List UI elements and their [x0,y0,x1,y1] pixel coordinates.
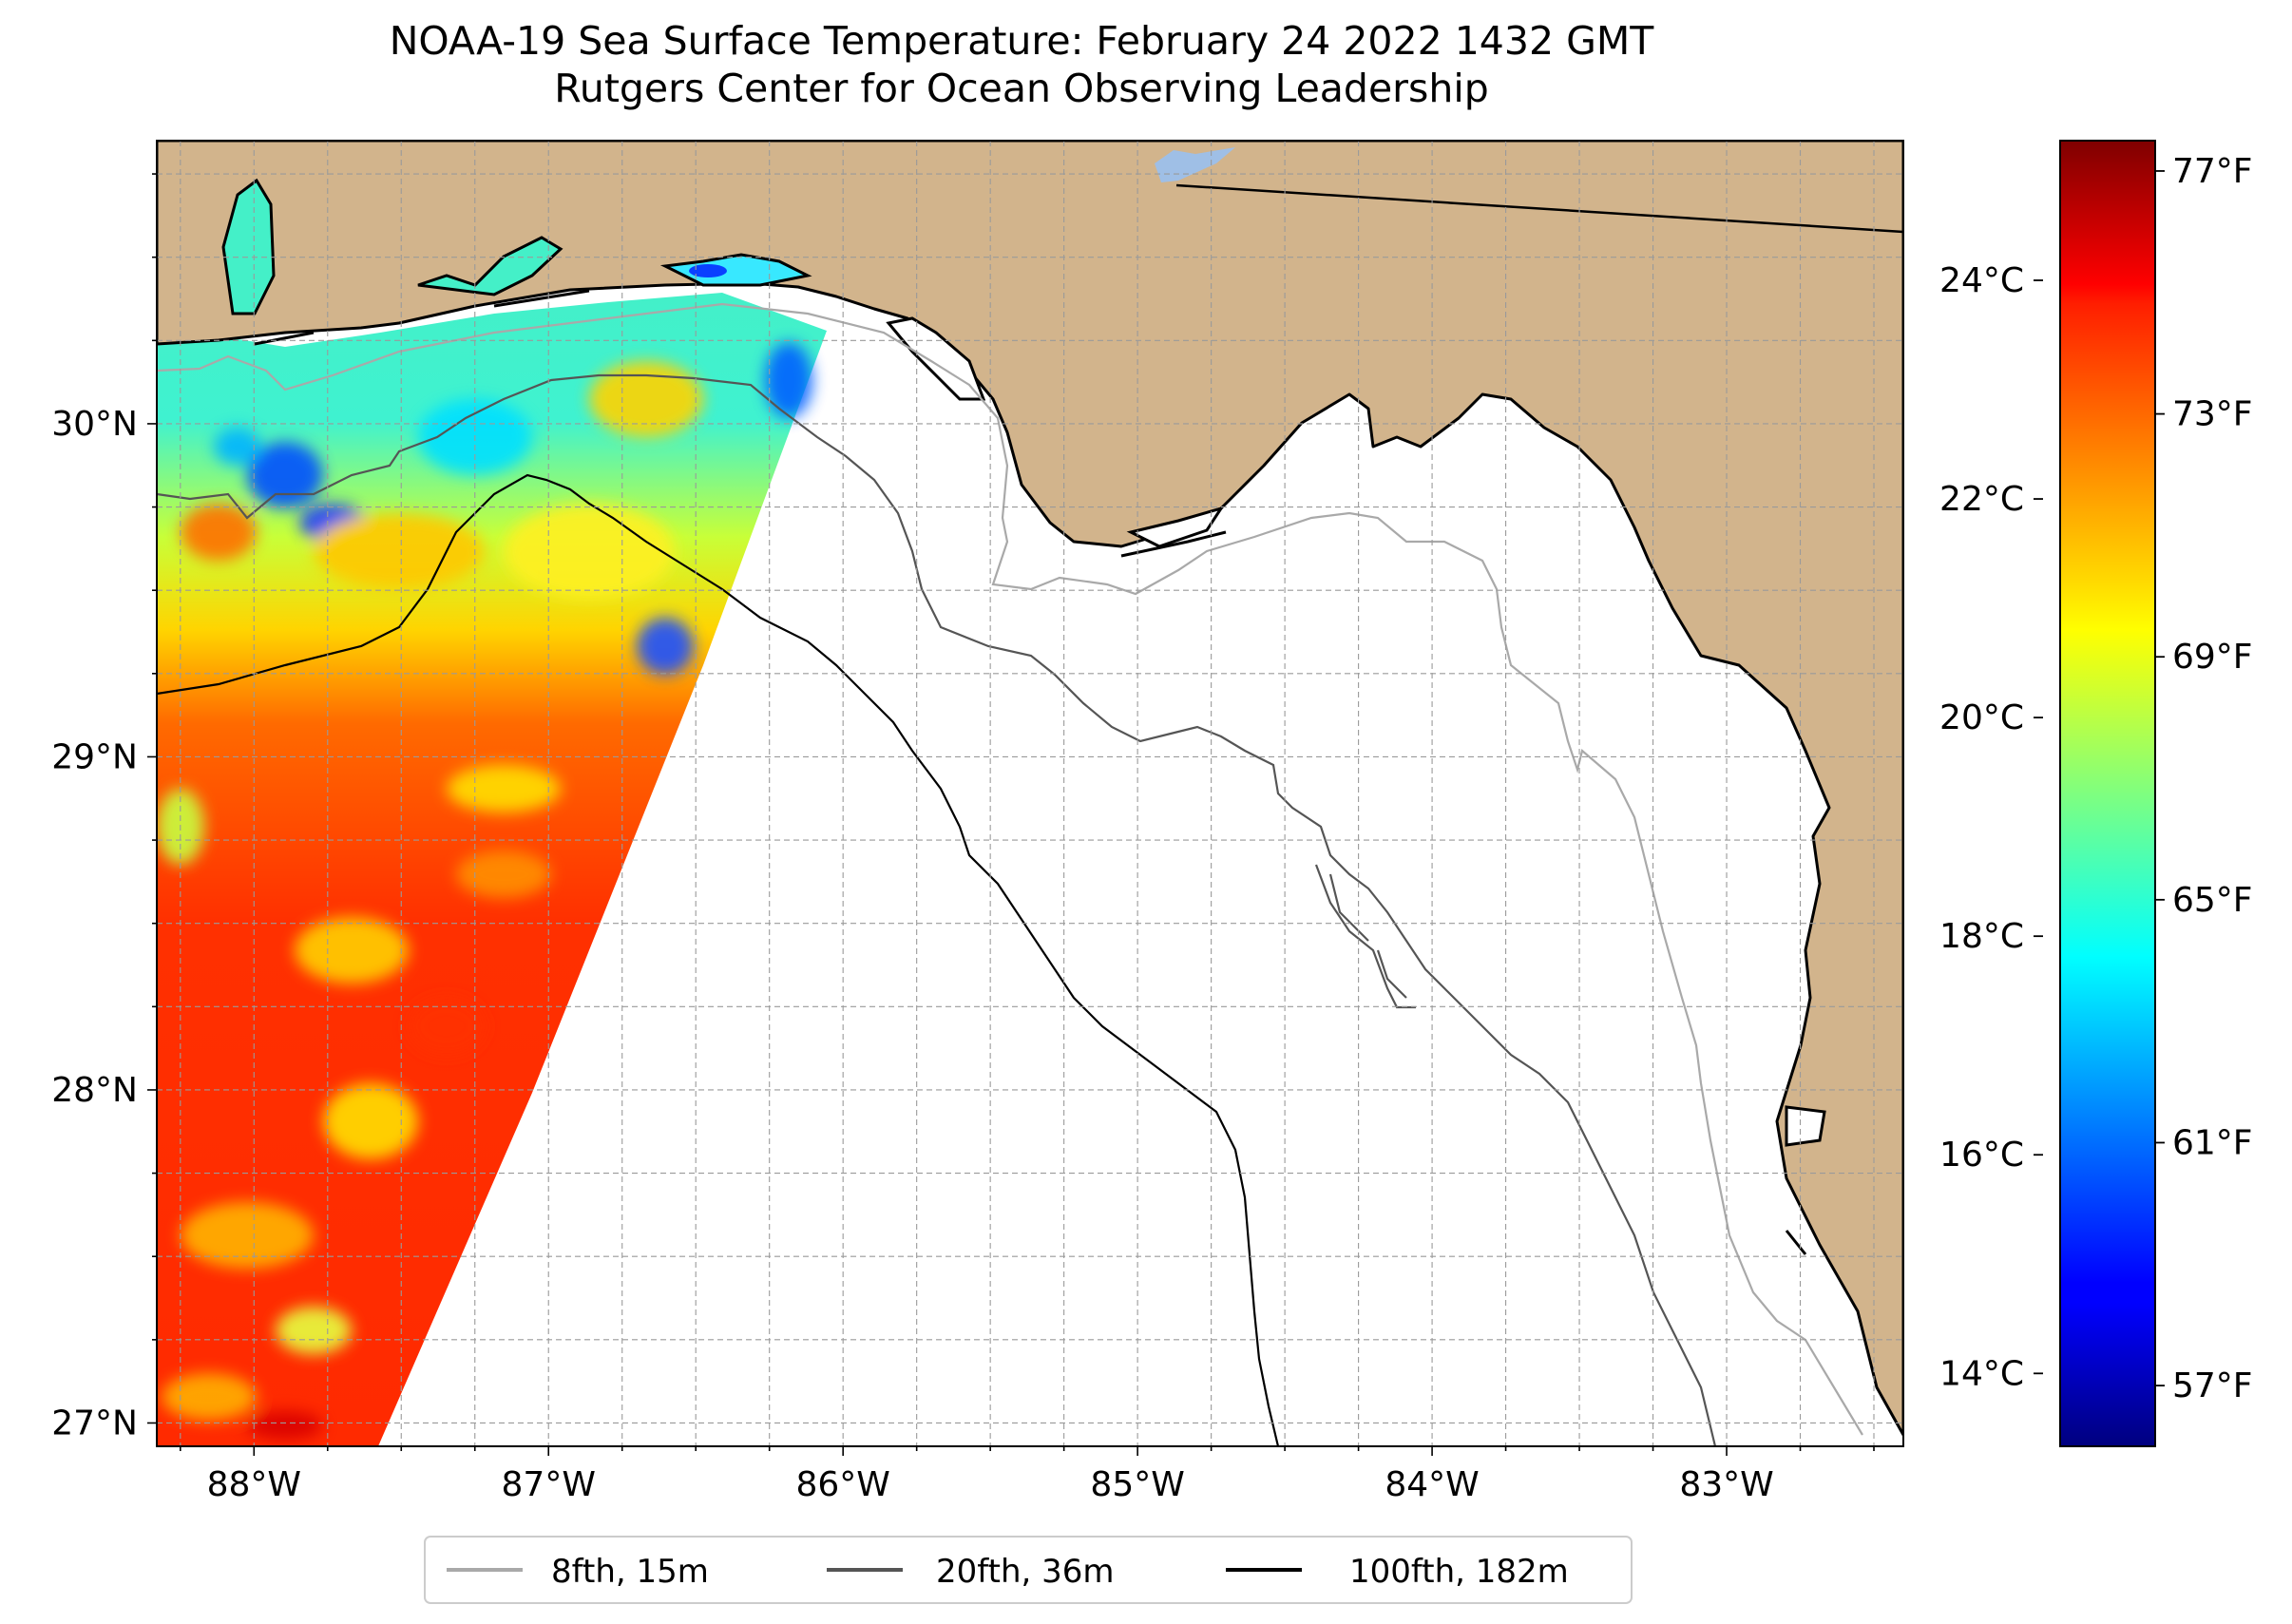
sst-swath [157,280,827,1446]
colorbar-f-label: 65°F [2172,881,2253,920]
lat-tick-label: 28°N [51,1071,138,1110]
legend-box [424,1536,1633,1604]
island-santa-rosa [493,289,590,308]
island-dauphin [254,331,315,346]
colorbar-c-label: 22°C [1939,480,2024,519]
title-line-1: NOAA-19 Sea Surface Temperature: Februar… [389,18,1654,64]
fahrenheit-ticks: 77°F 73°F 69°F 65°F 61°F 57°F [2155,152,2253,1405]
land [157,141,1903,1437]
map-frame [156,140,1904,1447]
colorbar: 77°F 73°F 69°F 65°F 61°F 57°F 24°C 22°C 20°C 18°… [1939,140,2253,1447]
bay-apalachicola [1126,506,1225,548]
lon-tick-label: 85°W [1090,1465,1184,1504]
colorbar-c-label: 16°C [1939,1136,2024,1175]
graticule [157,141,1903,1446]
coastal-bays [221,178,1225,548]
island-keys-south [1785,1230,1807,1255]
title-line-2: Rutgers Center for Ocean Observing Leade… [554,66,1489,111]
colorbar-gradient [2059,140,2156,1447]
florida-bay-cutout [1785,1105,1826,1147]
colorbar-c-label: 14°C [1939,1354,2024,1393]
bay-deep-spot [689,264,727,277]
colorbar-f-label: 73°F [2172,395,2253,434]
lat-axis: 30°N 29°N 28°N 27°N [51,173,157,1442]
celsius-ticks: 24°C 22°C 20°C 18°C 16°C 14°C [1939,261,2043,1393]
legend-label-36m: 20fth, 36m [936,1553,1115,1591]
island-st-george [1120,530,1227,558]
legend: 8fth, 15m 20fth, 36m 100fth, 182m [424,1536,1633,1604]
colorbar-f-label: 69°F [2172,638,2253,677]
barrier-islands [254,289,1807,1255]
state-border [1175,183,1903,234]
lon-tick-label: 87°W [502,1465,596,1504]
colorbar-f-label: 57°F [2172,1366,2253,1405]
bay-perdido-pensacola [417,236,563,296]
lon-tick-label: 86°W [795,1465,889,1504]
legend-label-15m: 8fth, 15m [551,1553,709,1591]
bay-mobile [221,178,276,315]
map-panel: 88°W 87°W 86°W 85°W 84°W 83°W 30°N 29°N 28°N 27°… [51,140,1904,1504]
lat-tick-label: 29°N [51,737,138,776]
lat-tick-label: 30°N [51,405,138,444]
sst-texture [157,342,812,1440]
colorbar-c-label: 18°C [1939,917,2024,956]
lon-axis: 88°W 87°W 86°W 85°W 84°W 83°W [179,1446,1875,1504]
lon-tick-label: 84°W [1385,1465,1479,1504]
bathymetry-15m [157,302,1863,1436]
lat-tick-label: 27°N [51,1404,138,1442]
colorbar-f-label: 61°F [2172,1123,2253,1162]
colorbar-c-label: 24°C [1939,261,2024,300]
legend-label-182m: 100fth, 182m [1349,1553,1569,1591]
land-mainland [157,141,1903,1437]
lon-tick-label: 88°W [207,1465,301,1504]
colorbar-f-label: 77°F [2172,152,2253,191]
colorbar-c-label: 20°C [1939,698,2024,737]
bay-choctawhatchee [659,253,812,287]
lon-tick-label: 83°W [1679,1465,1773,1504]
map-title: NOAA-19 Sea Surface Temperature: Februar… [0,17,2043,112]
